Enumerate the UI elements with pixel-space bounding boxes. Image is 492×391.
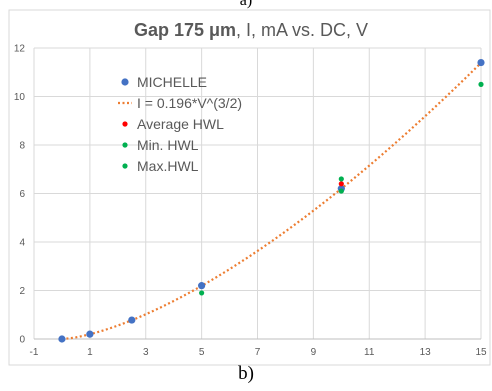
michelle-point: [86, 330, 94, 338]
x-tick-label: 3: [143, 347, 149, 358]
michelle-point: [58, 335, 66, 343]
legend-marker: [122, 121, 128, 127]
legend-label: Average HWL: [137, 116, 224, 132]
min-hwl-point: [338, 188, 344, 194]
y-tick-label: 6: [19, 189, 25, 200]
x-tick-label: -1: [30, 347, 39, 358]
legend-marker: [122, 142, 128, 148]
x-tick-label: 11: [364, 347, 375, 358]
legend-label: MICHELLE: [137, 74, 207, 90]
chart-title: Gap 175 μm, I, mA vs. DC, V: [134, 20, 368, 40]
x-tick-label: 9: [311, 347, 317, 358]
y-tick-label: 0: [19, 335, 25, 346]
y-tick-label: 2: [19, 286, 25, 297]
x-tick-label: 7: [255, 347, 261, 358]
x-tick-label: 5: [199, 347, 205, 358]
michelle-point: [477, 58, 485, 67]
min-hwl-point: [199, 290, 205, 296]
michelle-point: [128, 316, 136, 324]
x-tick-label: 13: [420, 347, 432, 358]
figure-caption-a: a): [239, 0, 253, 9]
chart-frame: [8, 9, 491, 366]
min-hwl-point: [478, 81, 484, 87]
legend-marker: [121, 78, 129, 86]
y-tick-label: 12: [14, 44, 26, 55]
legend-marker: [122, 163, 128, 169]
max-hwl-point: [338, 176, 344, 182]
average-hwl-point: [338, 181, 344, 187]
x-tick-label: 1: [87, 347, 93, 358]
legend-label: I = 0.196*V^(3/2): [137, 95, 242, 111]
legend-label: Max.HWL: [137, 158, 199, 174]
y-tick-label: 10: [14, 92, 26, 103]
legend-label: Min. HWL: [137, 137, 199, 153]
michelle-point: [198, 282, 206, 290]
y-tick-label: 8: [19, 141, 25, 152]
x-tick-label: 15: [475, 347, 487, 358]
y-tick-label: 4: [19, 238, 25, 249]
figure-caption-b: b): [238, 363, 254, 384]
